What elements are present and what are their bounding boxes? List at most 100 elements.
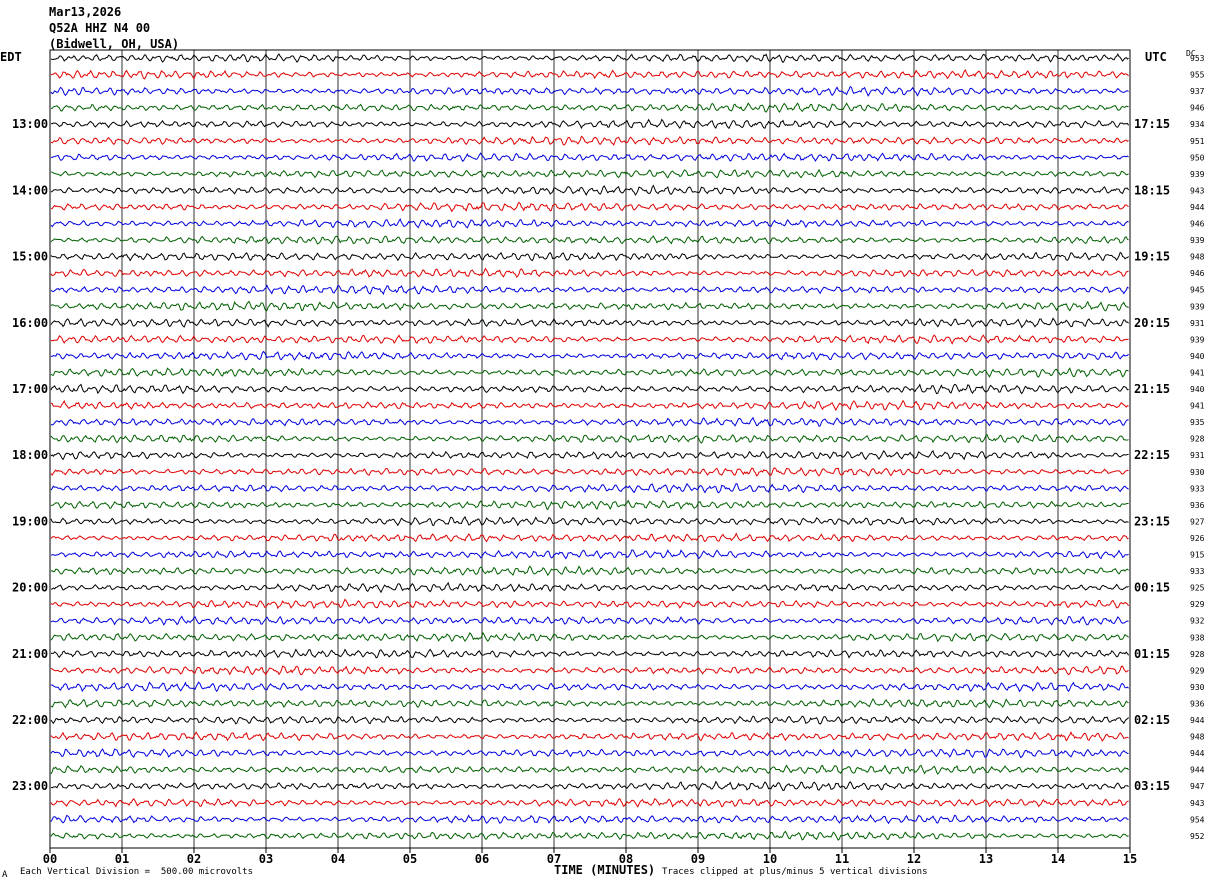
right-hour-label: 17:15 xyxy=(1134,117,1170,131)
left-hour-label: 22:00 xyxy=(12,713,48,727)
dc-value: 952 xyxy=(1190,832,1205,841)
dc-value: 929 xyxy=(1190,666,1205,675)
dc-value: 944 xyxy=(1190,716,1205,725)
trace-row-2 xyxy=(50,69,1129,80)
dc-value: 955 xyxy=(1190,71,1205,80)
left-hour-label: 21:00 xyxy=(12,647,48,661)
dc-value: 930 xyxy=(1190,468,1205,477)
dc-value: 943 xyxy=(1190,799,1205,808)
x-tick-label: 08 xyxy=(619,852,633,866)
trace-row-28 xyxy=(50,499,1129,511)
trace-row-23 xyxy=(50,416,1129,427)
chart-header: Mar13,2026 Q52A HHZ N4 00 (Bidwell, OH, … xyxy=(49,4,179,52)
dc-value: 932 xyxy=(1190,617,1205,626)
x-tick-label: 15 xyxy=(1123,852,1137,866)
trace-row-9 xyxy=(50,184,1130,197)
x-axis-title: TIME (MINUTES) xyxy=(554,863,656,877)
right-hour-label: 02:15 xyxy=(1134,713,1170,727)
trace-row-43 xyxy=(50,748,1129,759)
dc-value: 947 xyxy=(1190,782,1205,791)
trace-row-18 xyxy=(50,334,1129,345)
dc-value: 928 xyxy=(1190,435,1205,444)
trace-row-37 xyxy=(50,648,1130,659)
dc-value: 927 xyxy=(1190,517,1205,526)
trace-row-36 xyxy=(50,631,1129,643)
trace-row-25 xyxy=(50,450,1129,461)
dc-value: 939 xyxy=(1190,170,1205,179)
dc-header-label: DC xyxy=(1186,49,1196,58)
dc-value: 933 xyxy=(1190,567,1205,576)
dc-value: 937 xyxy=(1190,87,1205,96)
dc-value: 940 xyxy=(1190,385,1205,394)
trace-row-41 xyxy=(50,715,1129,725)
dc-value: 953 xyxy=(1190,54,1205,63)
left-hour-label: 18:00 xyxy=(12,448,48,462)
left-hour-label: 14:00 xyxy=(12,183,48,197)
trace-row-27 xyxy=(50,482,1129,494)
dc-value: 948 xyxy=(1190,253,1205,262)
x-tick-label: 05 xyxy=(403,852,417,866)
trace-row-5 xyxy=(50,118,1130,130)
x-tick-label: 13 xyxy=(979,852,993,866)
right-hour-label: 00:15 xyxy=(1134,581,1170,595)
trace-row-30 xyxy=(50,532,1129,543)
x-tick-label: 00 xyxy=(43,852,57,866)
corner-mark: A xyxy=(2,870,8,880)
trace-row-3 xyxy=(50,85,1129,97)
right-hour-label: 20:15 xyxy=(1134,316,1170,330)
trace-row-45 xyxy=(50,780,1129,792)
right-hour-label: 03:15 xyxy=(1134,779,1170,793)
dc-value: 939 xyxy=(1190,236,1205,245)
trace-row-34 xyxy=(50,598,1130,610)
trace-row-40 xyxy=(50,698,1129,709)
right-hour-label: 01:15 xyxy=(1134,647,1170,661)
left-hour-label: 16:00 xyxy=(12,316,48,330)
trace-row-31 xyxy=(50,549,1129,560)
right-timezone-label: UTC xyxy=(1145,50,1167,64)
x-tick-label: 11 xyxy=(835,852,849,866)
trace-row-6 xyxy=(50,135,1129,146)
trace-row-39 xyxy=(50,681,1129,693)
left-hour-label: 23:00 xyxy=(12,779,48,793)
dc-value: 925 xyxy=(1190,584,1205,593)
right-hour-label: 23:15 xyxy=(1134,514,1170,528)
dc-value: 915 xyxy=(1190,551,1205,560)
trace-row-19 xyxy=(50,350,1129,361)
trace-row-1 xyxy=(50,53,1129,64)
dc-value: 939 xyxy=(1190,302,1205,311)
dc-value: 951 xyxy=(1190,137,1205,146)
trace-row-21 xyxy=(50,383,1129,395)
dc-value: 930 xyxy=(1190,683,1205,692)
dc-value: 943 xyxy=(1190,186,1205,195)
clip-note: Traces clipped at plus/minus 5 vertical … xyxy=(662,867,928,877)
trace-row-24 xyxy=(50,433,1129,444)
x-tick-label: 12 xyxy=(907,852,921,866)
dc-value: 948 xyxy=(1190,733,1205,742)
x-tick-label: 07 xyxy=(547,852,561,866)
trace-row-48 xyxy=(50,830,1129,841)
dc-value: 944 xyxy=(1190,749,1205,758)
dc-value: 934 xyxy=(1190,120,1205,129)
x-tick-label: 03 xyxy=(259,852,273,866)
dc-value: 945 xyxy=(1190,286,1205,295)
dc-value: 940 xyxy=(1190,352,1205,361)
dc-value: 931 xyxy=(1190,451,1205,460)
dc-value: 941 xyxy=(1190,368,1205,377)
dc-value: 946 xyxy=(1190,104,1205,113)
plot-frame xyxy=(49,49,1131,849)
trace-row-17 xyxy=(50,317,1129,329)
header-location: (Bidwell, OH, USA) xyxy=(49,37,180,51)
left-hour-label: 15:00 xyxy=(12,250,48,264)
dc-value: 946 xyxy=(1190,220,1205,229)
dc-value: 939 xyxy=(1190,335,1205,344)
dc-value: 938 xyxy=(1190,633,1205,642)
dc-value: 935 xyxy=(1190,418,1205,427)
left-hour-label: 20:00 xyxy=(12,581,48,595)
trace-row-26 xyxy=(50,467,1129,477)
dc-value: 933 xyxy=(1190,484,1205,493)
x-tick-label: 14 xyxy=(1051,852,1065,866)
dc-value: 928 xyxy=(1190,650,1205,659)
x-tick-label: 01 xyxy=(115,852,129,866)
dc-value: 950 xyxy=(1190,153,1205,162)
trace-row-29 xyxy=(50,515,1129,527)
